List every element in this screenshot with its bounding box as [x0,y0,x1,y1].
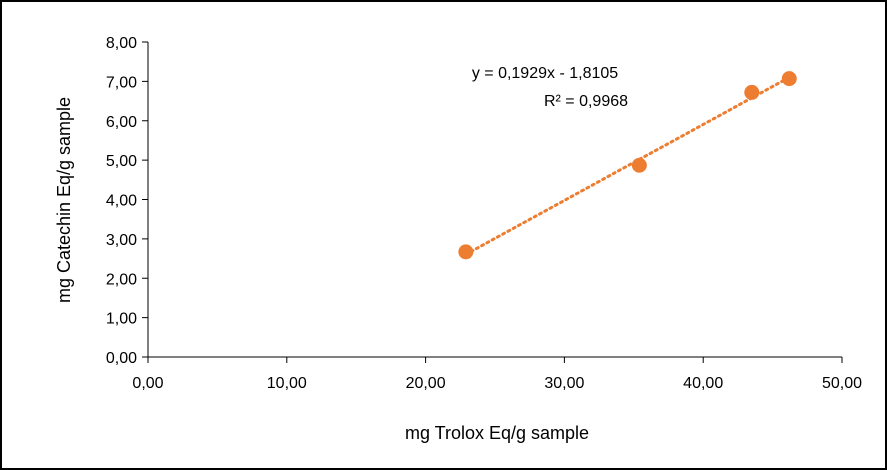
y-tick-label: 6,00 [106,114,137,131]
y-tick-label: 0,00 [106,350,137,367]
data-point [744,84,760,100]
x-tick-label: 30,00 [544,375,584,392]
y-tick-label: 7,00 [106,74,137,91]
trendline-equation: y = 0,1929x - 1,8105 [472,65,618,82]
y-axis-title: mg Catechin Eq/g sample [54,97,74,303]
x-tick-label: 10,00 [267,375,307,392]
x-tick-label: 20,00 [406,375,446,392]
y-tick-label: 4,00 [106,193,137,210]
y-tick-label: 2,00 [106,271,137,288]
trendline-group [464,75,791,256]
y-tick-label: 8,00 [106,35,137,52]
x-tick-label: 0,00 [132,375,163,392]
data-points [458,71,797,260]
trendline [464,75,791,256]
data-point [631,157,647,173]
x-axis-title: mg Trolox Eq/g sample [405,423,589,443]
x-ticks: 0,00 10,00 20,00 30,00 40,00 50,00 [132,357,862,392]
x-tick-label: 50,00 [822,375,862,392]
x-tick-label: 40,00 [683,375,723,392]
data-point [458,244,474,260]
y-tick-label: 1,00 [106,311,137,328]
y-tick-label: 5,00 [106,153,137,170]
data-point [781,71,797,87]
trendline-r-squared: R² = 0,9968 [544,93,628,110]
y-tick-label: 3,00 [106,232,137,249]
y-ticks: 0,00 1,00 2,00 3,00 4,00 5,00 6,00 7,00 8,00 [106,35,148,367]
